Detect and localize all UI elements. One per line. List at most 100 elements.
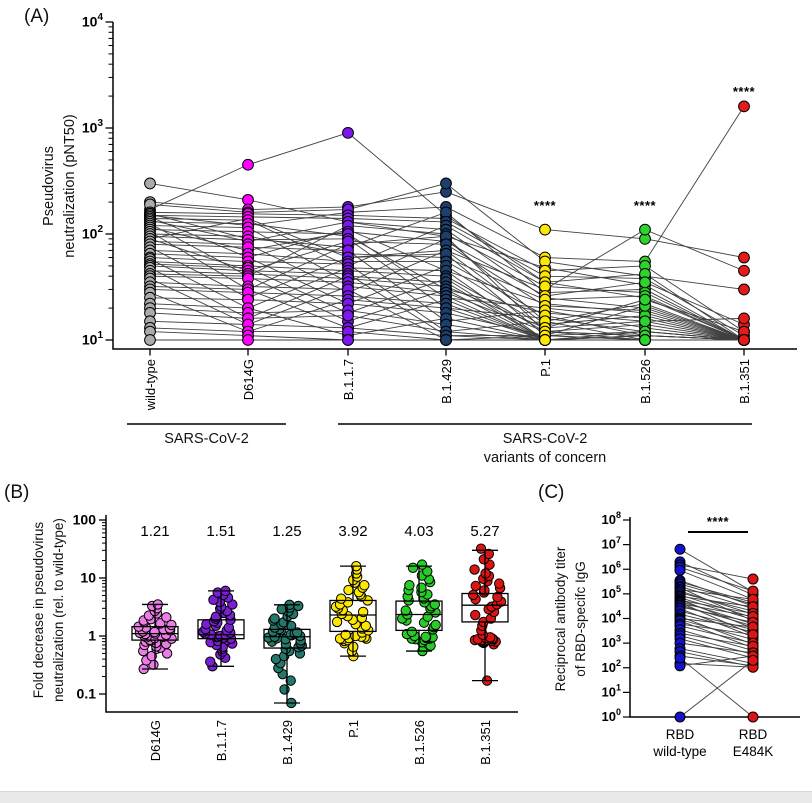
data-point	[639, 223, 651, 236]
pair-line	[247, 299, 349, 333]
pair-line	[347, 221, 447, 231]
pair-line	[679, 589, 754, 600]
x-category-label: B.1.351	[737, 359, 752, 404]
box-plot-P.1	[329, 565, 377, 657]
pair-line	[149, 331, 249, 337]
horizontal-scrollbar-track[interactable]	[0, 791, 812, 803]
pair-line	[347, 275, 447, 283]
pair-line	[679, 592, 754, 612]
pair-line	[347, 231, 447, 242]
panel-c-plot: 100 101 102 103 104 105 106 107 108 RBD wild-type R…	[602, 510, 800, 759]
pair-line	[445, 183, 546, 262]
pair-line	[247, 219, 349, 267]
data-point	[279, 684, 290, 695]
pair-line	[347, 278, 447, 287]
pair-line	[247, 299, 349, 305]
pair-line	[445, 278, 546, 341]
pair-line	[644, 284, 745, 341]
data-point	[416, 582, 427, 593]
pair-line	[679, 603, 754, 617]
data-point	[674, 652, 686, 664]
pair-line	[679, 632, 754, 647]
data-point	[144, 177, 156, 190]
pair-line	[644, 327, 745, 341]
data-point	[440, 177, 452, 190]
pair-line	[644, 295, 745, 341]
pair-line	[544, 281, 646, 297]
pair-line	[247, 289, 349, 329]
data-point	[340, 629, 351, 640]
pair-line	[679, 598, 754, 629]
data-point	[747, 573, 759, 585]
pair-line	[347, 241, 447, 245]
pair-line	[247, 257, 349, 299]
data-point	[738, 100, 750, 113]
pair-line	[347, 286, 447, 297]
pair-line	[544, 275, 646, 279]
data-point	[342, 126, 354, 139]
svg-text:102: 102	[82, 224, 104, 241]
pair-line	[247, 275, 349, 322]
data-point	[738, 251, 750, 264]
pair-line	[544, 303, 646, 322]
pair-line	[149, 261, 249, 267]
pair-line	[347, 270, 447, 277]
x-category-label: B.1.526	[638, 359, 653, 404]
data-point	[747, 654, 759, 666]
pair-line	[679, 595, 754, 608]
pair-line	[149, 211, 249, 215]
data-point	[335, 593, 347, 604]
pair-line	[247, 221, 349, 242]
data-point	[738, 283, 750, 296]
svg-text:100: 100	[602, 707, 621, 724]
data-point	[470, 609, 481, 621]
panel-a-plot: 101 102 103 104 wild-type D614G B.1.1.7 B.1.429…	[82, 12, 797, 425]
box-plot-B.1.526	[395, 565, 443, 652]
pair-line	[679, 606, 754, 623]
pair-line	[644, 265, 745, 332]
data-points-P.1	[539, 223, 551, 346]
panel-a-y-title-line2: neutralization (pNT50)	[62, 114, 78, 258]
pair-line	[149, 201, 249, 211]
data-point	[161, 612, 172, 623]
pair-line	[544, 267, 646, 286]
pair-line	[644, 299, 745, 333]
panel-c-pair-lines	[679, 548, 754, 718]
data-point	[738, 264, 750, 277]
pair-line	[445, 265, 546, 329]
pair-line	[149, 164, 249, 210]
data-point	[738, 334, 750, 346]
mean-fold-label: 1.51	[206, 523, 235, 540]
pair-line	[247, 211, 349, 227]
pair-line	[679, 581, 754, 603]
y-tick-label: 100	[73, 512, 97, 528]
mean-fold-label: 4.03	[404, 523, 433, 540]
pair-line	[247, 335, 349, 341]
data-point	[470, 580, 481, 592]
pair-line	[149, 275, 249, 279]
pair-line	[445, 320, 546, 333]
data-point	[357, 606, 369, 618]
pair-line	[149, 265, 249, 272]
pair-line	[445, 317, 546, 341]
pair-line	[149, 286, 249, 290]
pair-line	[347, 249, 447, 258]
pair-line	[445, 312, 546, 337]
panel-b-y-axis-title: Fold decrease in pseudovirus neutralizat…	[29, 483, 71, 737]
pair-line	[247, 273, 349, 279]
significance-stars: ****	[707, 514, 730, 529]
pair-line	[149, 297, 249, 301]
pair-line	[644, 305, 745, 341]
pair-line	[445, 331, 546, 341]
pair-line	[149, 233, 249, 237]
pair-line	[247, 216, 349, 219]
data-point	[639, 334, 651, 346]
data-point	[269, 613, 280, 624]
pair-line	[679, 625, 754, 644]
data-points-wild-type	[144, 177, 156, 346]
pair-line	[644, 289, 745, 341]
pair-line	[149, 214, 249, 227]
pair-line	[544, 288, 646, 294]
pair-line	[247, 231, 349, 251]
pair-line	[149, 307, 249, 314]
